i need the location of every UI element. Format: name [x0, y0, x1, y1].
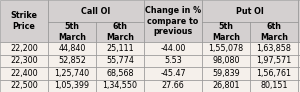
Text: 1,34,550: 1,34,550: [103, 81, 137, 90]
Bar: [96, 67, 144, 79]
Bar: [48, 22, 96, 42]
Bar: [144, 54, 202, 67]
Text: 44,840: 44,840: [58, 44, 86, 53]
Text: 22,200: 22,200: [10, 44, 38, 53]
Text: 80,151: 80,151: [260, 81, 288, 90]
Text: -45.47: -45.47: [160, 69, 186, 78]
Text: 59,839: 59,839: [212, 69, 240, 78]
Bar: [0, 79, 48, 92]
Text: Put OI: Put OI: [236, 7, 264, 15]
Bar: [144, 42, 202, 54]
Text: 26,801: 26,801: [212, 81, 240, 90]
Bar: [202, 42, 250, 54]
Text: 1,97,571: 1,97,571: [256, 56, 292, 65]
Text: Strike
Price: Strike Price: [11, 11, 38, 31]
Text: 5th
March: 5th March: [58, 22, 86, 42]
Bar: [0, 67, 48, 79]
Bar: [96, 42, 144, 54]
Bar: [48, 54, 96, 67]
Bar: [250, 67, 298, 79]
Bar: [202, 67, 250, 79]
Bar: [96, 22, 144, 42]
Bar: [144, 67, 202, 79]
Text: 52,852: 52,852: [58, 56, 86, 65]
Bar: [144, 0, 202, 42]
Text: 22,300: 22,300: [10, 56, 38, 65]
Text: Change in %
compare to
previous: Change in % compare to previous: [145, 6, 201, 36]
Text: 5th
March: 5th March: [212, 22, 240, 42]
Text: 55,774: 55,774: [106, 56, 134, 65]
Bar: [202, 22, 250, 42]
Bar: [96, 54, 144, 67]
Bar: [0, 54, 48, 67]
Bar: [250, 79, 298, 92]
Text: 25,111: 25,111: [106, 44, 134, 53]
Bar: [250, 22, 298, 42]
Bar: [298, 42, 300, 54]
Text: 1,56,761: 1,56,761: [256, 69, 292, 78]
Bar: [48, 67, 96, 79]
Bar: [144, 79, 202, 92]
Bar: [298, 0, 300, 42]
Bar: [202, 0, 298, 22]
Bar: [0, 42, 48, 54]
Text: 98,080: 98,080: [212, 56, 240, 65]
Bar: [298, 79, 300, 92]
Text: 1,63,858: 1,63,858: [256, 44, 291, 53]
Bar: [96, 79, 144, 92]
Text: Call OI: Call OI: [81, 7, 111, 15]
Bar: [48, 79, 96, 92]
Text: -44.00: -44.00: [160, 44, 186, 53]
Text: 1,55,078: 1,55,078: [208, 44, 244, 53]
Text: 6th
March: 6th March: [260, 22, 288, 42]
Bar: [48, 42, 96, 54]
Text: 22,500: 22,500: [10, 81, 38, 90]
Bar: [202, 54, 250, 67]
Text: 5.53: 5.53: [164, 56, 182, 65]
Bar: [48, 0, 144, 22]
Bar: [0, 0, 48, 42]
Bar: [250, 42, 298, 54]
Bar: [250, 54, 298, 67]
Text: 68,568: 68,568: [106, 69, 134, 78]
Text: 1,05,399: 1,05,399: [54, 81, 90, 90]
Bar: [298, 54, 300, 67]
Text: 6th
March: 6th March: [106, 22, 134, 42]
Bar: [298, 67, 300, 79]
Text: 1,25,740: 1,25,740: [54, 69, 90, 78]
Bar: [202, 79, 250, 92]
Text: 27.66: 27.66: [162, 81, 184, 90]
Text: 22,400: 22,400: [10, 69, 38, 78]
